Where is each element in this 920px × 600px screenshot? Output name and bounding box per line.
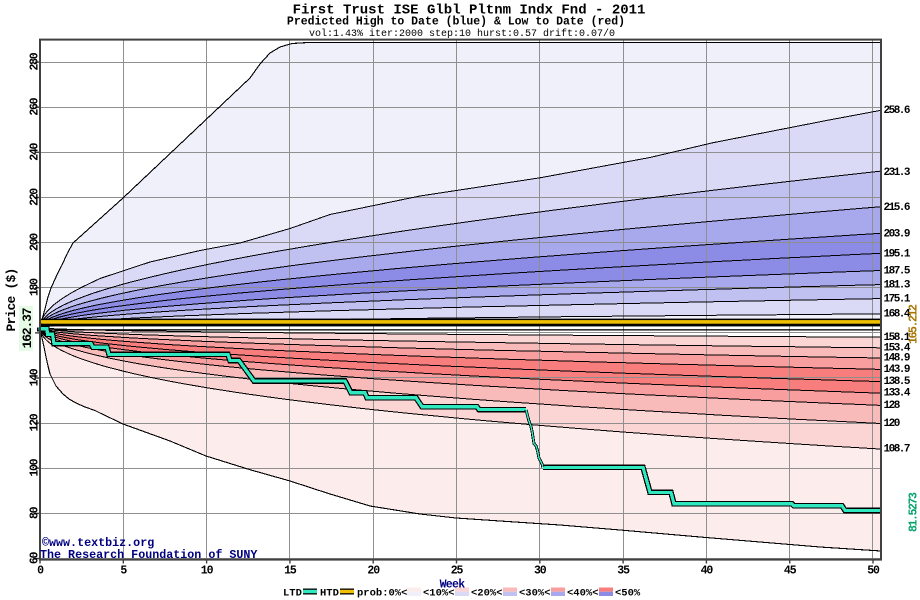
svg-text:231.3: 231.3 [884,167,911,179]
svg-text:Price ($): Price ($) [4,268,19,331]
svg-text:81.5273: 81.5273 [908,492,920,532]
svg-text:60: 60 [29,552,42,565]
svg-text:215.6: 215.6 [884,202,910,214]
svg-text:Predicted High to Date (blue): Predicted High to Date (blue) & Low to D… [287,16,625,29]
svg-text:15: 15 [284,565,297,578]
svg-text:35: 35 [617,565,630,578]
svg-text:<30%<: <30%< [519,588,551,600]
svg-text:128: 128 [884,400,901,412]
svg-text:187.5: 187.5 [884,266,911,278]
svg-text:5: 5 [120,565,127,578]
svg-text:vol:1.43% iter:2000 step:10 hu: vol:1.43% iter:2000 step:10 hurst:0.57 d… [309,28,615,40]
svg-text:The Research Foundation of SUN: The Research Foundation of SUNY [40,548,257,562]
svg-text:195.1: 195.1 [884,248,911,260]
svg-text:<10%<: <10%< [423,588,455,600]
svg-text:0: 0 [37,565,44,578]
svg-text:165.212: 165.212 [908,304,920,344]
svg-text:120: 120 [29,413,42,431]
svg-text:203.9: 203.9 [884,229,910,241]
svg-text:180: 180 [29,278,42,296]
svg-text:50: 50 [867,565,880,578]
svg-text:153.4: 153.4 [884,343,911,355]
svg-text:©www.textbiz.org: ©www.textbiz.org [42,536,154,550]
svg-text:120: 120 [884,418,900,430]
svg-text:168.4: 168.4 [884,309,911,321]
svg-text:HTD: HTD [320,588,339,600]
svg-text:138.5: 138.5 [884,376,911,388]
svg-text:258.6: 258.6 [884,105,910,117]
svg-text:162.37: 162.37 [20,308,35,348]
svg-text:80: 80 [29,506,42,519]
svg-text:181.3: 181.3 [884,280,911,292]
svg-text:<50%: <50% [615,588,641,600]
svg-text:140: 140 [29,368,42,386]
svg-text:200: 200 [29,233,42,251]
svg-text:45: 45 [784,565,797,578]
svg-text:prob:0%<: prob:0%< [357,588,407,600]
svg-text:<40%<: <40%< [567,588,599,600]
svg-text:148.9: 148.9 [884,353,910,365]
svg-text:LTD: LTD [283,588,302,600]
svg-text:240: 240 [29,143,42,161]
svg-text:30: 30 [534,565,547,578]
svg-text:<20%<: <20%< [471,588,503,600]
svg-text:10: 10 [201,565,214,578]
svg-text:280: 280 [29,52,42,70]
svg-text:20: 20 [367,565,380,578]
svg-text:260: 260 [29,97,42,115]
svg-text:220: 220 [29,188,42,206]
svg-text:First Trust ISE Glbl Pltnm Ind: First Trust ISE Glbl Pltnm Indx Fnd - 20… [293,3,646,19]
svg-text:100: 100 [29,458,42,476]
svg-text:175.1: 175.1 [884,294,911,306]
svg-text:143.9: 143.9 [884,364,910,376]
svg-text:25: 25 [451,565,464,578]
svg-text:133.4: 133.4 [884,388,911,400]
svg-text:40: 40 [701,565,714,578]
svg-text:158.1: 158.1 [884,332,911,344]
svg-text:108.7: 108.7 [884,443,910,455]
